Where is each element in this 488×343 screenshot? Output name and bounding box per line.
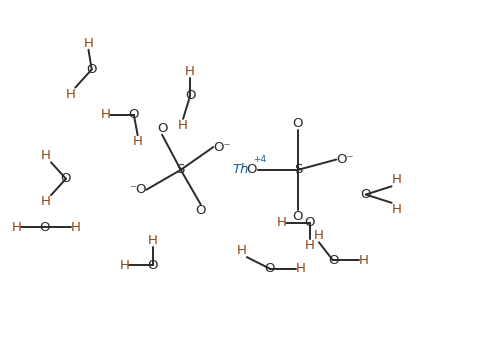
Text: H: H	[276, 216, 286, 229]
Text: H: H	[178, 119, 188, 132]
Text: S: S	[177, 163, 185, 176]
Text: S: S	[294, 163, 302, 176]
Text: ⁻O: ⁻O	[129, 183, 146, 196]
Text: O: O	[293, 210, 303, 223]
Text: H: H	[12, 221, 21, 234]
Text: O: O	[305, 216, 315, 229]
Text: O: O	[40, 221, 50, 234]
Text: H: H	[296, 262, 305, 275]
Text: O: O	[157, 122, 167, 135]
Text: H: H	[237, 244, 247, 257]
Text: O: O	[86, 63, 97, 76]
Text: O: O	[195, 204, 206, 217]
Text: H: H	[41, 195, 51, 208]
Text: O⁻: O⁻	[213, 141, 231, 154]
Text: O: O	[293, 117, 303, 130]
Text: H: H	[305, 239, 315, 252]
Text: H: H	[133, 135, 142, 148]
Text: O: O	[361, 188, 371, 201]
Text: H: H	[120, 259, 129, 272]
Text: Th: Th	[232, 163, 248, 176]
Text: H: H	[359, 254, 368, 267]
Text: H: H	[41, 149, 51, 162]
Text: H: H	[65, 87, 75, 100]
Text: H: H	[391, 203, 402, 216]
Text: O: O	[61, 172, 71, 185]
Text: H: H	[185, 64, 195, 78]
Text: O⁻: O⁻	[336, 153, 354, 166]
Text: O: O	[185, 89, 195, 102]
Text: H: H	[101, 108, 110, 121]
Text: O: O	[147, 259, 158, 272]
Text: O: O	[328, 254, 338, 267]
Text: H: H	[71, 221, 81, 234]
Text: O: O	[264, 262, 275, 275]
Text: H: H	[314, 229, 324, 242]
Text: ⁻O: ⁻O	[241, 163, 258, 176]
Text: +4: +4	[253, 155, 266, 164]
Text: H: H	[148, 234, 158, 247]
Text: O: O	[129, 108, 139, 121]
Text: H: H	[391, 173, 402, 186]
Text: H: H	[83, 37, 93, 50]
